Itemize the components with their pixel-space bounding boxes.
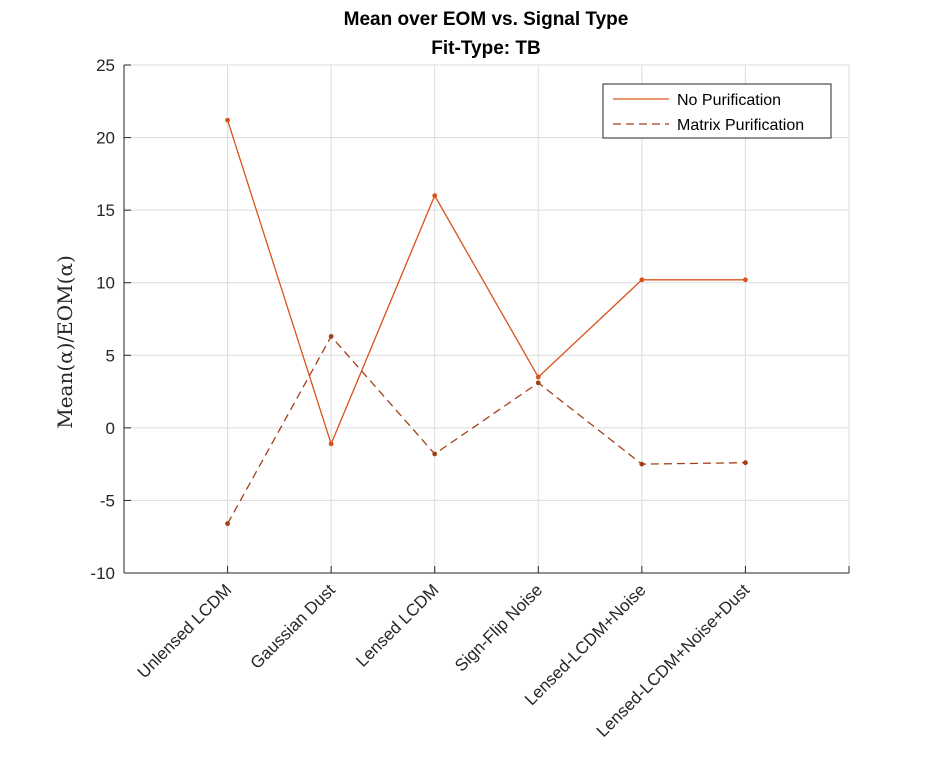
legend-label-2: Matrix Purification <box>677 117 804 134</box>
series-2-point <box>639 461 645 467</box>
y-tick-label: 15 <box>96 201 115 220</box>
series-1-point <box>743 277 748 283</box>
series-1-point <box>225 117 230 123</box>
series-group <box>225 117 748 527</box>
legend-box <box>602 83 832 139</box>
series-2-point <box>225 521 230 527</box>
y-tick-label: 25 <box>96 56 115 75</box>
y-tick-label: 0 <box>106 419 115 438</box>
series-1-point <box>328 441 334 447</box>
series-1-point <box>432 193 438 199</box>
chart-subtitle: Fit-Type: TB <box>431 38 540 59</box>
y-tick-label: -5 <box>100 491 115 510</box>
series-2-point <box>328 334 334 339</box>
series-line-1 <box>226 119 746 446</box>
legend: No Purification Matrix Purification <box>602 83 832 139</box>
y-tick-label: -10 <box>90 564 115 583</box>
series-2-point <box>535 380 541 386</box>
series-2-point <box>743 460 748 466</box>
y-tick-label: 5 <box>106 346 115 365</box>
y-axis-label: Mean(α)/EOM(α) <box>53 255 77 429</box>
y-tick-label: 10 <box>96 274 115 293</box>
axes <box>123 64 850 574</box>
series-1-point <box>639 277 645 283</box>
chart-title: Mean over EOM vs. Signal Type <box>344 9 629 30</box>
series-line-2 <box>227 335 746 524</box>
legend-label-1: No Purification <box>677 92 781 109</box>
y-tick-labels: -10 -5 0 5 10 15 20 25 <box>90 56 115 583</box>
series-1-point <box>535 374 541 380</box>
plot-area <box>124 65 849 573</box>
series-2-point <box>432 451 438 457</box>
y-tick-label: 20 <box>96 129 115 148</box>
